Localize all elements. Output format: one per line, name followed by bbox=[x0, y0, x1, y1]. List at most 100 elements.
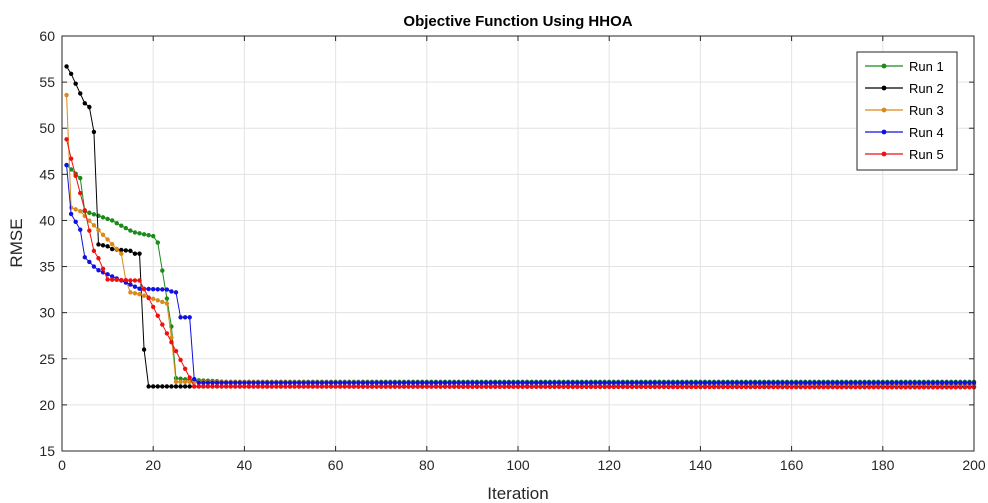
data-point bbox=[611, 380, 616, 385]
data-point bbox=[333, 380, 338, 385]
data-point bbox=[634, 384, 639, 390]
data-point bbox=[109, 277, 115, 282]
data-point bbox=[219, 384, 224, 389]
legend-swatch-marker bbox=[881, 85, 887, 91]
data-point bbox=[146, 233, 151, 238]
data-point bbox=[196, 384, 201, 389]
data-point bbox=[151, 304, 156, 310]
x-tick-label: 120 bbox=[598, 457, 622, 473]
data-point bbox=[178, 384, 183, 389]
data-point bbox=[456, 380, 461, 385]
data-point bbox=[420, 384, 425, 389]
data-point bbox=[529, 380, 534, 385]
data-point bbox=[771, 380, 776, 385]
data-point bbox=[679, 380, 685, 385]
data-point bbox=[406, 380, 411, 385]
data-point bbox=[561, 380, 566, 385]
data-point bbox=[91, 264, 97, 269]
x-tick-label: 160 bbox=[780, 457, 804, 473]
data-point bbox=[173, 384, 179, 389]
data-point bbox=[757, 380, 762, 385]
data-point bbox=[611, 384, 616, 390]
data-point bbox=[939, 380, 945, 385]
data-point bbox=[949, 385, 954, 390]
data-point bbox=[502, 384, 507, 390]
data-point bbox=[105, 277, 110, 282]
y-tick-label: 25 bbox=[39, 351, 55, 367]
data-point bbox=[173, 290, 179, 295]
data-point bbox=[821, 380, 826, 385]
data-point bbox=[921, 380, 927, 385]
data-point bbox=[91, 248, 97, 254]
data-point bbox=[223, 384, 229, 389]
data-point bbox=[844, 380, 849, 385]
y-tick-label: 60 bbox=[39, 28, 55, 44]
data-point bbox=[141, 347, 147, 352]
data-point bbox=[319, 380, 325, 385]
data-point bbox=[114, 277, 119, 283]
data-point bbox=[369, 380, 375, 385]
data-point bbox=[698, 380, 703, 385]
data-point bbox=[798, 380, 803, 385]
data-point bbox=[602, 380, 607, 385]
data-point bbox=[78, 190, 83, 196]
data-point bbox=[816, 380, 822, 385]
data-point bbox=[87, 218, 92, 223]
data-point bbox=[182, 384, 188, 389]
data-point bbox=[721, 384, 726, 390]
data-point bbox=[575, 384, 580, 390]
data-point bbox=[693, 384, 699, 390]
data-point bbox=[543, 380, 548, 385]
data-point bbox=[675, 384, 680, 390]
legend: Run 1 Run 2 Run 3 Run 4 Run 5 bbox=[856, 51, 958, 171]
data-point bbox=[593, 380, 598, 385]
data-point bbox=[178, 379, 183, 385]
data-point bbox=[164, 287, 170, 292]
data-point bbox=[638, 380, 644, 385]
data-point bbox=[155, 287, 160, 292]
data-point bbox=[962, 380, 968, 385]
data-point bbox=[132, 251, 138, 256]
data-point bbox=[374, 384, 379, 389]
legend-label: Run 4 bbox=[909, 125, 944, 140]
data-point bbox=[164, 331, 170, 336]
data-point bbox=[328, 380, 334, 385]
data-point bbox=[648, 380, 653, 385]
data-point bbox=[803, 384, 808, 390]
data-point bbox=[173, 348, 179, 354]
data-point bbox=[739, 384, 744, 390]
data-point bbox=[752, 384, 758, 390]
data-point bbox=[579, 384, 585, 390]
data-point bbox=[82, 208, 88, 213]
data-point bbox=[588, 384, 594, 390]
data-point bbox=[164, 384, 170, 389]
data-point bbox=[529, 384, 534, 390]
data-point bbox=[137, 286, 142, 291]
data-point bbox=[132, 284, 138, 289]
data-point bbox=[123, 225, 129, 231]
data-point bbox=[839, 385, 844, 390]
data-point bbox=[648, 384, 653, 390]
data-point bbox=[743, 384, 749, 390]
data-point bbox=[835, 385, 840, 390]
data-point bbox=[793, 380, 799, 385]
data-point bbox=[789, 384, 794, 390]
data-point bbox=[552, 380, 557, 385]
data-point bbox=[716, 384, 721, 390]
data-point bbox=[132, 278, 138, 283]
data-point bbox=[853, 380, 858, 385]
data-point bbox=[237, 380, 243, 385]
data-point bbox=[689, 380, 694, 385]
data-point bbox=[515, 384, 521, 390]
data-point bbox=[155, 313, 160, 318]
data-point bbox=[424, 380, 429, 385]
x-tick-label: 100 bbox=[506, 457, 530, 473]
data-point bbox=[87, 259, 92, 265]
series-run-5 bbox=[64, 137, 977, 390]
data-point bbox=[520, 380, 525, 385]
data-point bbox=[607, 384, 612, 390]
data-point bbox=[921, 385, 927, 390]
data-point bbox=[579, 380, 585, 385]
data-point bbox=[292, 380, 297, 385]
